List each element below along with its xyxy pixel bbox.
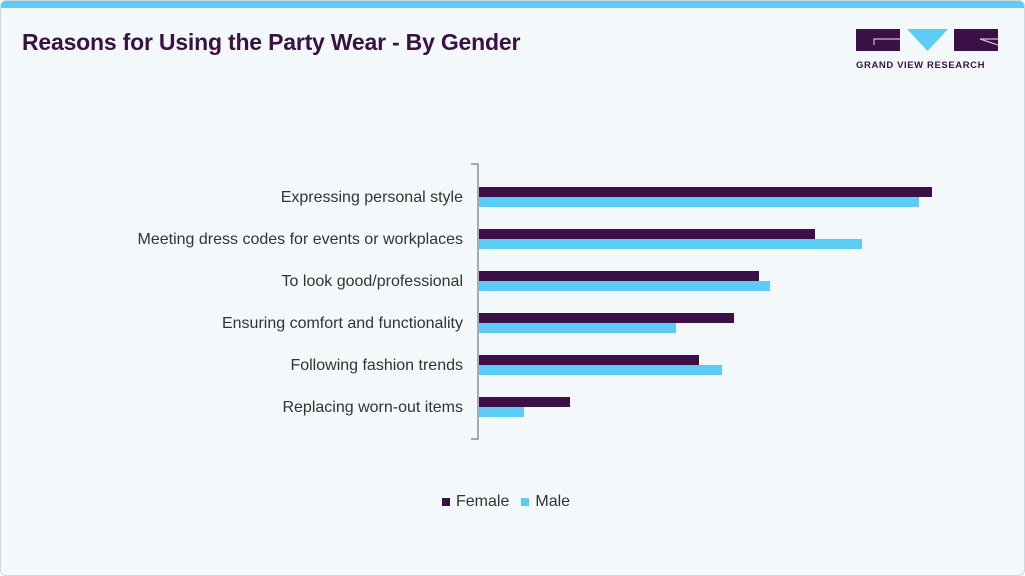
bar-female (479, 355, 699, 365)
bar-female (479, 313, 734, 323)
grand-view-research-logo: GRAND VIEW RESEARCH (856, 29, 999, 73)
bar-male (479, 239, 862, 249)
bar-male (479, 407, 524, 417)
y-axis-line (471, 163, 479, 440)
page-title: Reasons for Using the Party Wear - By Ge… (22, 29, 521, 55)
category-label: Meeting dress codes for events or workpl… (138, 231, 463, 248)
legend: Female Male (442, 493, 570, 511)
bar-female (479, 229, 815, 239)
legend-swatch-female (442, 497, 450, 506)
legend-label-female: Female (456, 493, 510, 510)
category-label: To look good/professional (282, 273, 463, 290)
legend-swatch-male (521, 497, 530, 506)
category-label: Following fashion trends (290, 357, 463, 374)
category-label: Expressing personal style (281, 189, 463, 206)
logo-mark-icon (856, 29, 999, 51)
accent-bar (1, 1, 1024, 8)
bar-male (479, 197, 919, 207)
category-label: Ensuring comfort and functionality (222, 315, 463, 332)
legend-item-male: Male (521, 493, 570, 511)
bar-male (479, 323, 676, 333)
bar-female (479, 397, 570, 407)
legend-label-male: Male (535, 493, 571, 510)
legend-item-female: Female (442, 493, 509, 511)
logo-text: GRAND VIEW RESEARCH (856, 60, 986, 71)
bar-male (479, 281, 770, 291)
bar-male (479, 365, 722, 375)
bar-female (479, 187, 932, 197)
category-label: Replacing worn-out items (282, 399, 463, 416)
bar-female (479, 271, 759, 281)
